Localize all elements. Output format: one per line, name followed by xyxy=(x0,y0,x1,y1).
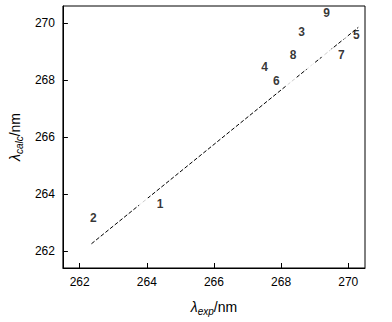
svg-text:264: 264 xyxy=(35,187,55,201)
svg-text:270: 270 xyxy=(338,275,358,289)
svg-text:6: 6 xyxy=(273,74,280,88)
svg-text:268: 268 xyxy=(35,73,55,87)
svg-text:λ: λ xyxy=(7,154,23,162)
svg-text:264: 264 xyxy=(137,275,157,289)
svg-text:exp: exp xyxy=(198,306,215,317)
svg-text:4: 4 xyxy=(261,60,268,74)
svg-text:2: 2 xyxy=(90,211,97,225)
svg-text:λ: λ xyxy=(190,299,198,315)
svg-text:8: 8 xyxy=(290,48,297,62)
svg-text:262: 262 xyxy=(70,275,90,289)
svg-text:270: 270 xyxy=(35,16,55,30)
svg-text:266: 266 xyxy=(35,130,55,144)
svg-text:1: 1 xyxy=(157,197,164,211)
svg-text:3: 3 xyxy=(298,25,305,39)
svg-text:268: 268 xyxy=(271,275,291,289)
svg-text:266: 266 xyxy=(204,275,224,289)
svg-text:7: 7 xyxy=(338,48,345,62)
svg-text:9: 9 xyxy=(323,6,330,20)
svg-text:5: 5 xyxy=(353,28,360,42)
svg-text:calc: calc xyxy=(14,136,25,154)
svg-text:/nm: /nm xyxy=(7,113,23,136)
svg-text:/nm: /nm xyxy=(214,299,237,315)
svg-text:262: 262 xyxy=(35,244,55,258)
